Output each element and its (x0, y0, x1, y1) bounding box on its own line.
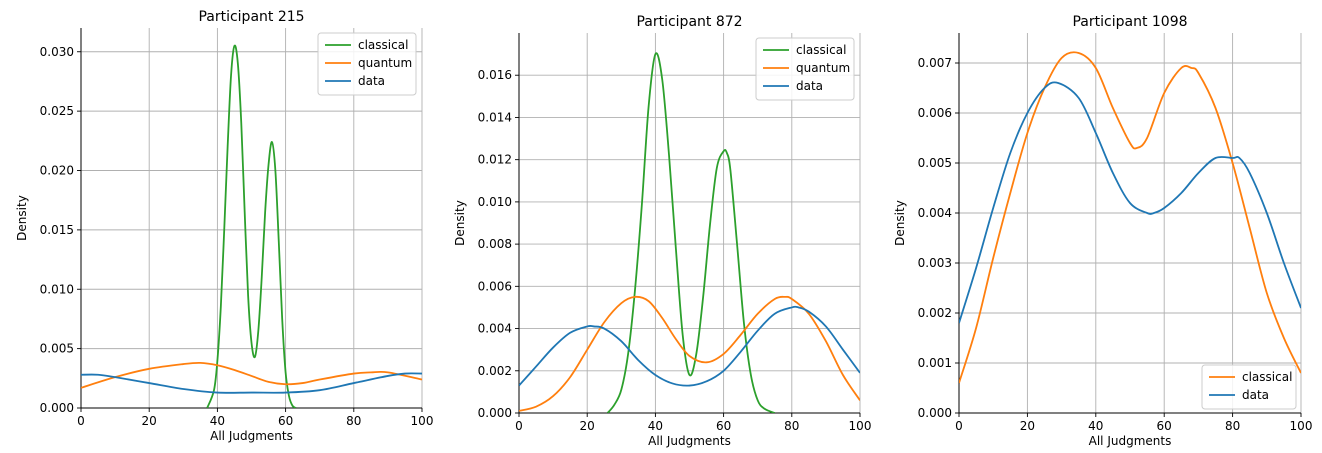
chart-title: Participant 215 (198, 9, 304, 25)
y-tick-label: 0.020 (40, 164, 74, 178)
series-line-data (81, 372, 422, 394)
y-tick-label: 0.006 (918, 106, 952, 120)
legend-label-quantum: quantum (796, 61, 850, 75)
chart-3: 0 20 40 60 80 100 0.000 0.001 0.002 0.003 0.004 0.0… (893, 14, 1312, 448)
legend-label-classical: classical (796, 43, 846, 57)
y-tick-label: 0.007 (918, 56, 952, 70)
x-axis-label: All Judgments (648, 434, 731, 448)
x-tick-label: 0 (515, 419, 523, 433)
y-tick-label: 0.001 (918, 356, 952, 370)
y-tick-label: 0.000 (918, 406, 952, 420)
series-line-data (959, 81, 1301, 324)
x-tick-label: 0 (77, 414, 85, 428)
y-tick-label: 0.010 (478, 195, 512, 209)
x-tick-label: 40 (648, 419, 663, 433)
x-axis-label: All Judgments (1089, 434, 1172, 448)
legend-label-data: data (358, 74, 385, 88)
x-tick-label: 60 (278, 414, 293, 428)
legend-box (755, 37, 855, 101)
legend-box (317, 32, 417, 96)
x-tick-label: 100 (1290, 419, 1313, 433)
x-tick-label: 40 (210, 414, 225, 428)
legend: classical data (1201, 364, 1297, 410)
x-tick-label: 20 (1020, 419, 1035, 433)
legend: classical quantum data (317, 32, 417, 96)
legend: classical quantum data (755, 37, 855, 101)
y-tick-label: 0.012 (478, 153, 512, 167)
x-tick-label: 40 (1088, 419, 1103, 433)
x-tick-label: 80 (1225, 419, 1240, 433)
y-tick-label: 0.002 (918, 306, 952, 320)
y-tick-label: 0.005 (40, 342, 74, 356)
y-tick-label: 0.030 (40, 45, 74, 59)
y-tick-label: 0.016 (478, 68, 512, 82)
x-tick-label: 60 (1157, 419, 1172, 433)
y-tick-label: 0.014 (478, 110, 512, 124)
series-line-quantum (81, 361, 422, 389)
legend-label-data: data (796, 79, 823, 93)
chart-title: Participant 1098 (1072, 14, 1187, 30)
legend-label-quantum: quantum (358, 56, 412, 70)
x-tick-label: 20 (142, 414, 157, 428)
y-tick-label: 0.006 (478, 279, 512, 293)
series-line-quantum (519, 295, 860, 412)
y-tick-label: 0.025 (40, 104, 74, 118)
chart-1: 0 20 40 60 80 100 0.000 0.005 0.010 0.015 0.020 0.0… (15, 9, 433, 443)
y-tick-label: 0.003 (918, 256, 952, 270)
legend-label-data: data (1242, 388, 1269, 402)
series-line-classical (606, 52, 776, 413)
y-tick-label: 0.002 (478, 364, 512, 378)
y-tick-label: 0.005 (918, 156, 952, 170)
series-line-classical (206, 44, 297, 408)
legend-label-classical: classical (1242, 370, 1292, 384)
legend-label-classical: classical (358, 38, 408, 52)
x-tick-label: 20 (580, 419, 595, 433)
y-tick-label: 0.004 (478, 322, 512, 336)
series-line-data (519, 305, 860, 387)
x-tick-label: 100 (411, 414, 434, 428)
chart-2: 0 20 40 60 80 100 0.000 0.002 0.004 0.006 0.008 0.0… (453, 14, 871, 448)
chart-title: Participant 872 (636, 14, 742, 30)
x-tick-label: 80 (346, 414, 361, 428)
y-tick-label: 0.000 (478, 406, 512, 420)
y-axis-label: Density (15, 195, 29, 241)
x-tick-label: 0 (955, 419, 963, 433)
y-tick-label: 0.010 (40, 282, 74, 296)
x-tick-label: 80 (784, 419, 799, 433)
y-tick-label: 0.008 (478, 237, 512, 251)
series-line-classical (959, 51, 1301, 384)
y-axis-label: Density (893, 200, 907, 246)
x-tick-label: 60 (716, 419, 731, 433)
x-axis-label: All Judgments (210, 429, 293, 443)
y-tick-label: 0.000 (40, 401, 74, 415)
y-tick-label: 0.004 (918, 206, 952, 220)
y-tick-label: 0.015 (40, 223, 74, 237)
y-axis-label: Density (453, 200, 467, 246)
legend-box (1201, 364, 1297, 410)
x-tick-label: 100 (849, 419, 872, 433)
